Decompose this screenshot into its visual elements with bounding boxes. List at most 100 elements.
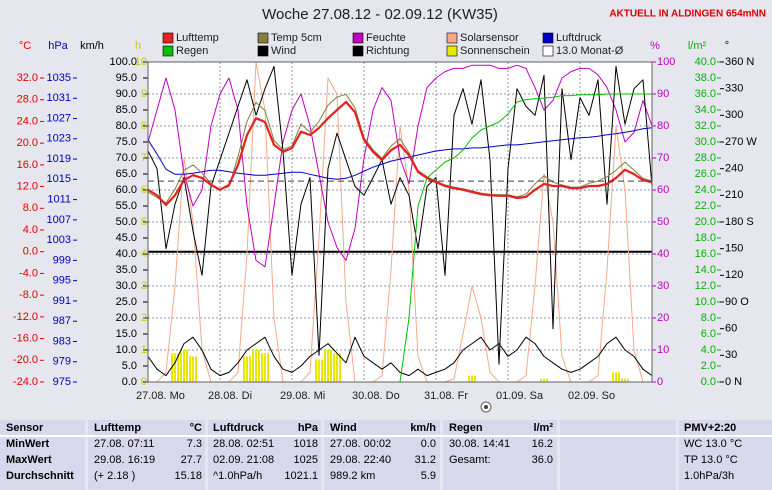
sunshine-bar bbox=[332, 353, 342, 382]
table-cell: 31.2 bbox=[415, 454, 436, 466]
y-tick-label: 30.0 bbox=[116, 280, 137, 292]
time-slider-dot bbox=[484, 405, 488, 409]
table-header: °C bbox=[190, 422, 202, 434]
table-cell: 1.0hPa/3h bbox=[684, 470, 734, 482]
table-cell: Gesamt: bbox=[449, 454, 491, 466]
table-row-label: Durchschnitt bbox=[6, 470, 74, 482]
y-tick-label: 983 bbox=[53, 335, 71, 347]
y-tick-label: 5.0 bbox=[122, 360, 137, 372]
y-tick-label: 55.0 bbox=[116, 200, 137, 212]
table-header: hPa bbox=[298, 422, 319, 434]
sunshine-bar bbox=[251, 350, 261, 382]
y-tick-label: 1 bbox=[141, 344, 147, 356]
y-tick-label: -4.0 bbox=[19, 267, 38, 279]
y-tick-label: 35.0 bbox=[116, 264, 137, 276]
y-tick-label: 28.0 bbox=[17, 94, 38, 106]
table-cell: 1021.1 bbox=[284, 470, 318, 482]
x-tick-label: 31.08. Fr bbox=[424, 390, 468, 402]
table-cell: 989.2 km bbox=[330, 470, 375, 482]
sunshine-bar bbox=[314, 359, 324, 382]
legend-label: 13.0 Monat-Ø bbox=[556, 45, 624, 57]
table-header: Sensor bbox=[6, 422, 44, 434]
y-tick-label: 40.0 bbox=[695, 56, 716, 68]
y-tick-label: 75.0 bbox=[116, 136, 137, 148]
axis-label: °C bbox=[19, 40, 31, 52]
legend-label: Luftdruck bbox=[556, 32, 602, 44]
y-tick-label: 20.0 bbox=[695, 216, 716, 228]
legend-label: Regen bbox=[176, 45, 208, 57]
y-tick-label: 100 bbox=[657, 56, 675, 68]
legend-swatch bbox=[257, 45, 269, 57]
table-cell: TP 13.0 °C bbox=[684, 454, 738, 466]
table-header: Luftdruck bbox=[213, 422, 265, 434]
y-tick-label: 1007 bbox=[47, 214, 71, 226]
chart-title: Woche 27.08.12 - 02.09.12 (KW35) bbox=[262, 6, 498, 23]
table-header: l/m² bbox=[533, 422, 553, 434]
y-tick-label: 24.0 bbox=[695, 184, 716, 196]
y-tick-label: 1003 bbox=[47, 234, 71, 246]
table-cell: (+ 2.18 ) bbox=[94, 470, 135, 482]
y-tick-label: 60 bbox=[657, 184, 669, 196]
table-cell: 1018 bbox=[294, 438, 318, 450]
y-tick-label: 0 bbox=[657, 376, 663, 388]
y-tick-label: 987 bbox=[53, 315, 71, 327]
y-tick-label: 30.0 bbox=[695, 136, 716, 148]
y-tick-label: 24.0 bbox=[17, 115, 38, 127]
y-tick-label: 1035 bbox=[47, 72, 71, 84]
legend-swatch bbox=[162, 32, 174, 44]
table-cell: WC 13.0 °C bbox=[684, 438, 742, 450]
legend-swatch bbox=[446, 45, 458, 57]
y-tick-label: 270 W bbox=[725, 136, 757, 148]
table-row-label: MaxWert bbox=[6, 454, 52, 466]
y-tick-label: 20 bbox=[657, 312, 669, 324]
legend-label: Richtung bbox=[366, 45, 409, 57]
y-tick-label: 300 bbox=[725, 109, 743, 121]
series-line bbox=[147, 336, 653, 377]
y-tick-label: 18.0 bbox=[695, 232, 716, 244]
plot-border bbox=[147, 61, 653, 383]
y-tick-label: 28.0 bbox=[695, 152, 716, 164]
y-tick-label: 20.0 bbox=[17, 137, 38, 149]
y-tick-label: 90.0 bbox=[116, 88, 137, 100]
series-line bbox=[147, 100, 653, 207]
y-tick-label: 85.0 bbox=[116, 104, 137, 116]
y-tick-label: 10 bbox=[657, 344, 669, 356]
table-cell: 5.9 bbox=[421, 470, 436, 482]
y-tick-label: 36.0 bbox=[695, 88, 716, 100]
y-tick-label: -24.0 bbox=[13, 376, 38, 388]
table-cell-bg bbox=[443, 420, 557, 490]
axis-label: km/h bbox=[80, 40, 104, 52]
y-tick-label: 25.0 bbox=[116, 296, 137, 308]
legend-label: Wind bbox=[271, 45, 296, 57]
table-header: Regen bbox=[449, 422, 483, 434]
x-tick-label: 28.08. Di bbox=[208, 390, 252, 402]
y-tick-label: 330 bbox=[725, 83, 743, 95]
sunshine-bar bbox=[170, 353, 180, 382]
y-tick-label: -16.0 bbox=[13, 332, 38, 344]
y-tick-label: 0.0 bbox=[23, 246, 38, 258]
table-cell: 28.08. 02:51 bbox=[213, 438, 274, 450]
table-cell: ^1.0hPa/h bbox=[213, 470, 262, 482]
table-cell-bg bbox=[0, 420, 85, 490]
y-tick-label: 360 N bbox=[725, 56, 754, 68]
y-tick-label: 12.0 bbox=[695, 280, 716, 292]
y-tick-label: 95.0 bbox=[116, 72, 137, 84]
table-header: PMV+2:20 bbox=[684, 422, 736, 434]
table-cell-bg bbox=[208, 420, 321, 490]
y-tick-label: 210 bbox=[725, 189, 743, 201]
series-line bbox=[148, 61, 652, 383]
y-tick-label: -20.0 bbox=[13, 354, 38, 366]
y-tick-label: 975 bbox=[53, 376, 71, 388]
table-row-label: MinWert bbox=[6, 438, 50, 450]
y-tick-label: 1023 bbox=[47, 133, 71, 145]
time-control[interactable] bbox=[480, 401, 492, 413]
y-tick-label: 90 bbox=[657, 88, 669, 100]
axis-label: h bbox=[135, 40, 141, 52]
x-tick-label: 01.09. Sa bbox=[496, 390, 544, 402]
y-tick-label: 16.0 bbox=[695, 248, 716, 260]
table-cell-bg bbox=[679, 420, 772, 490]
table-cell: 36.0 bbox=[532, 454, 553, 466]
y-tick-label: 32.0 bbox=[695, 120, 716, 132]
y-tick-label: 10.0 bbox=[116, 344, 137, 356]
